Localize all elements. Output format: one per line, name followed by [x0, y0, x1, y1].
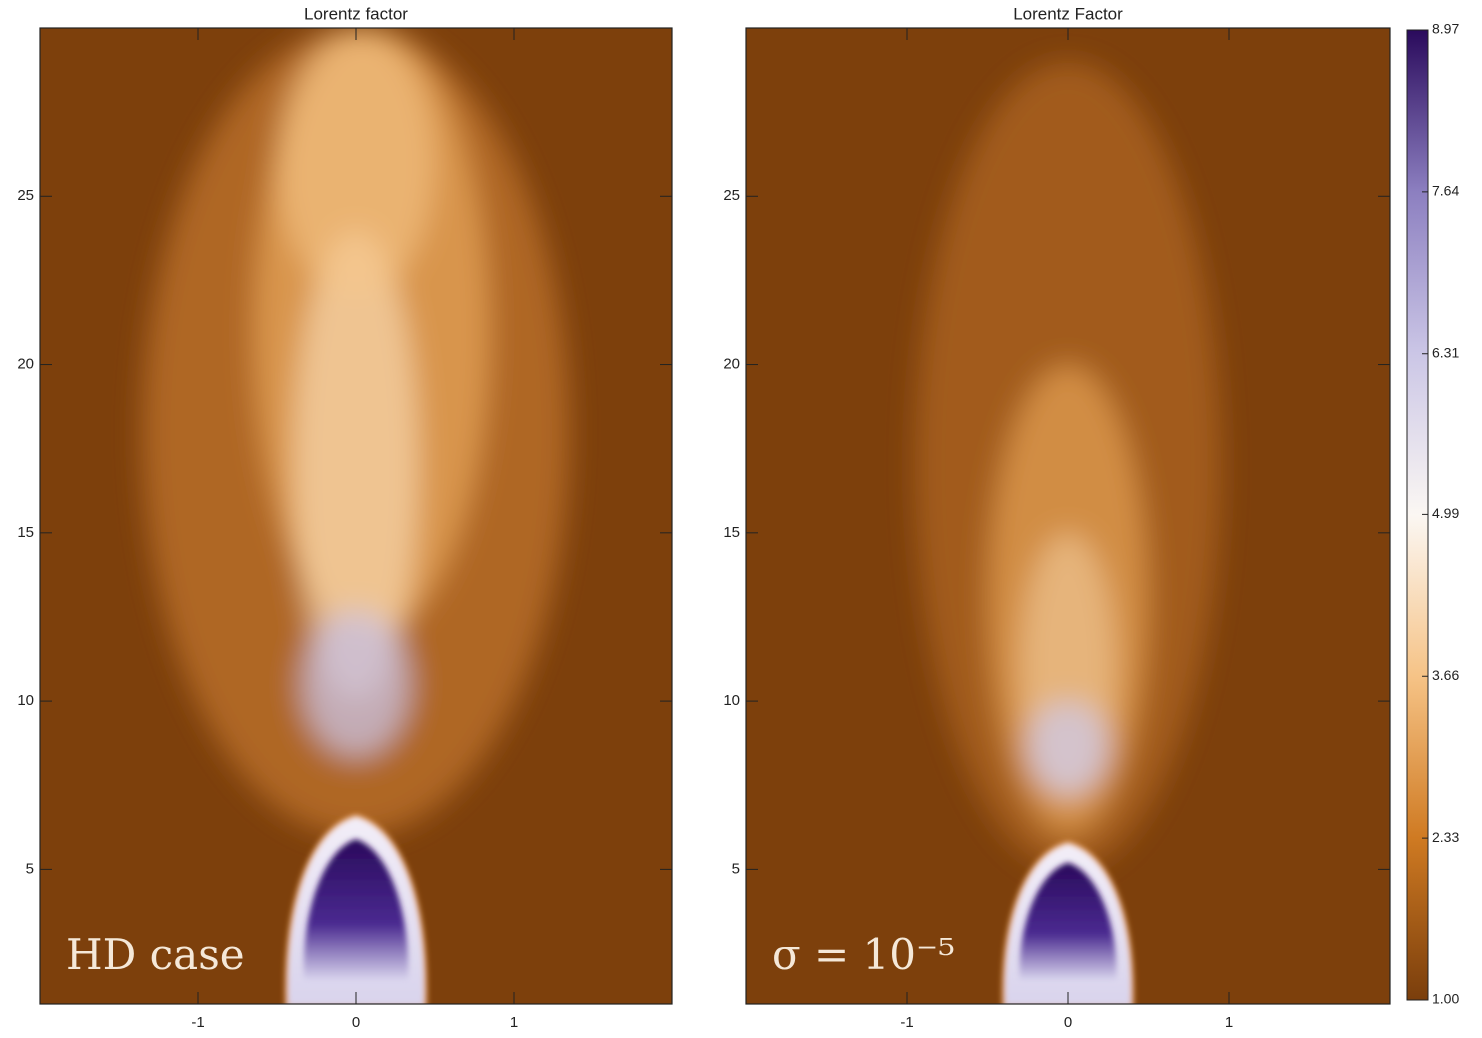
- jet-core: [303, 839, 409, 981]
- chart-title: Lorentz Factor: [1013, 4, 1123, 23]
- colorbar-tick-label: 7.64: [1432, 183, 1459, 199]
- colorbar-tick-label: 6.31: [1432, 344, 1459, 360]
- x-tick-label: 1: [510, 1014, 518, 1031]
- plume-region: [1026, 701, 1110, 796]
- y-tick-label: 10: [17, 692, 34, 709]
- y-tick-label: 25: [723, 187, 740, 204]
- plume-region: [300, 610, 412, 759]
- colorbar-tick-label: 2.33: [1432, 829, 1459, 845]
- chart-title: Lorentz factor: [304, 4, 408, 23]
- y-tick-label: 20: [723, 356, 740, 373]
- colorbar-tick-label: 4.99: [1432, 505, 1459, 521]
- plume-region: [277, 28, 435, 298]
- y-tick-label: 5: [26, 860, 34, 877]
- x-tick-label: 0: [352, 1014, 360, 1031]
- annotation: HD case: [66, 930, 245, 979]
- x-tick-label: 0: [1064, 1014, 1072, 1031]
- colorbar-tick-label: 8.97: [1432, 21, 1459, 37]
- y-tick-label: 25: [17, 187, 34, 204]
- heatmap-field: [40, 28, 672, 1004]
- y-tick-label: 15: [17, 524, 34, 541]
- x-tick-label: 1: [1225, 1014, 1233, 1031]
- x-tick-label: -1: [900, 1014, 913, 1031]
- jet-core: [1019, 862, 1117, 981]
- y-tick-label: 5: [732, 860, 740, 877]
- colorbar: [1406, 29, 1429, 1001]
- heatmap-field: [746, 28, 1390, 1004]
- colorbar-tick-label: 3.66: [1432, 667, 1459, 683]
- y-tick-label: 20: [17, 356, 34, 373]
- plume-region: [292, 229, 420, 702]
- plume: [142, 28, 570, 836]
- y-tick-label: 10: [723, 692, 740, 709]
- colorbar-tick-label: 1.00: [1432, 991, 1459, 1007]
- y-tick-label: 15: [723, 524, 740, 541]
- x-tick-label: -1: [191, 1014, 204, 1031]
- annotation: σ = 10⁻⁵: [772, 930, 955, 979]
- plume: [915, 61, 1221, 870]
